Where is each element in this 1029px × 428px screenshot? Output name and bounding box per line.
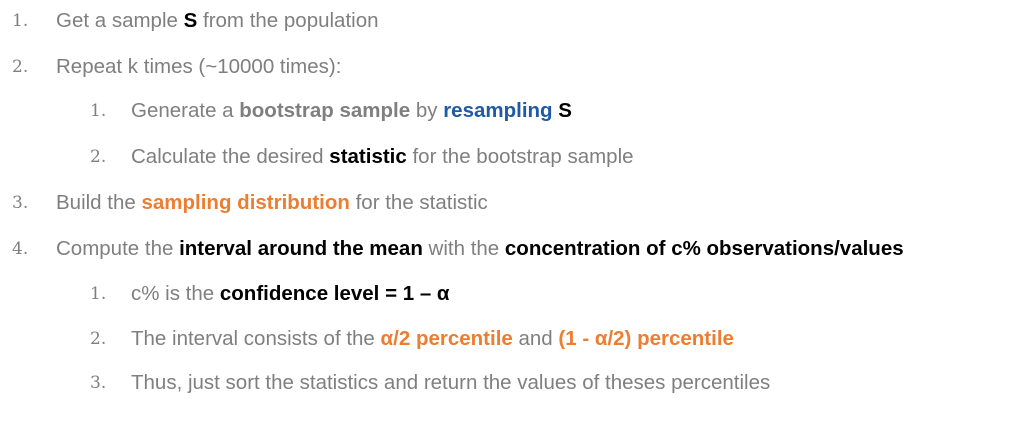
step-text: Generate a bootstrap sample by resamplin… (131, 96, 572, 126)
step-number: 1. (90, 101, 107, 121)
text-segment: Repeat k times (~10000 times): (56, 55, 342, 78)
sample-symbol: S (552, 99, 572, 122)
bootstrap-sample-term: bootstrap sample (239, 99, 411, 122)
step-text: The interval consists of the α/2 percent… (131, 324, 734, 354)
statistic-term: statistic (329, 145, 407, 168)
text-segment: Thus, just sort the statistics and retur… (131, 371, 771, 394)
step-number: 2. (90, 147, 107, 167)
step-text: Thus, just sort the statistics and retur… (131, 368, 770, 398)
step-text: Get a sample S from the population (56, 6, 379, 36)
text-segment: from the population (197, 9, 379, 32)
confidence-level-term: confidence level = 1 – α (219, 282, 450, 305)
step-number: 2. (90, 329, 107, 349)
sampling-distribution-term: sampling distribution (141, 191, 350, 214)
sample-symbol: S (183, 9, 198, 32)
text-segment: Build the (56, 191, 142, 214)
step-text: Calculate the desired statistic for the … (131, 142, 634, 172)
text-segment: for the statistic (349, 191, 488, 214)
text-segment: with the (422, 237, 505, 260)
text-segment: and (512, 327, 559, 350)
text-segment: c% is the (131, 282, 220, 305)
text-segment: Generate a (131, 99, 240, 122)
step-number: 1. (12, 11, 29, 31)
step-text: c% is the confidence level = 1 – α (131, 279, 450, 309)
text-segment: Calculate the desired (131, 145, 330, 168)
text-segment: The interval consists of the (131, 327, 381, 350)
text-segment: for the bootstrap sample (406, 145, 634, 168)
resampling-term: resampling (443, 99, 553, 122)
text-segment: by (410, 99, 444, 122)
interval-term: interval around the mean (179, 237, 423, 260)
upper-percentile-term: (1 - α/2) percentile (558, 327, 734, 350)
step-text: Repeat k times (~10000 times): (56, 52, 341, 82)
step-number: 2. (12, 57, 29, 77)
step-text: Compute the interval around the mean wit… (56, 234, 904, 264)
step-text: Build the sampling distribution for the … (56, 188, 488, 218)
text-segment: Compute the (56, 237, 180, 260)
text-segment: Get a sample (56, 9, 184, 32)
lower-percentile-term: α/2 percentile (380, 327, 513, 350)
step-number: 4. (12, 239, 29, 259)
step-number: 3. (12, 193, 29, 213)
step-number: 1. (90, 284, 107, 304)
concentration-term: concentration of c% observations/values (504, 237, 904, 260)
step-number: 3. (90, 373, 107, 393)
